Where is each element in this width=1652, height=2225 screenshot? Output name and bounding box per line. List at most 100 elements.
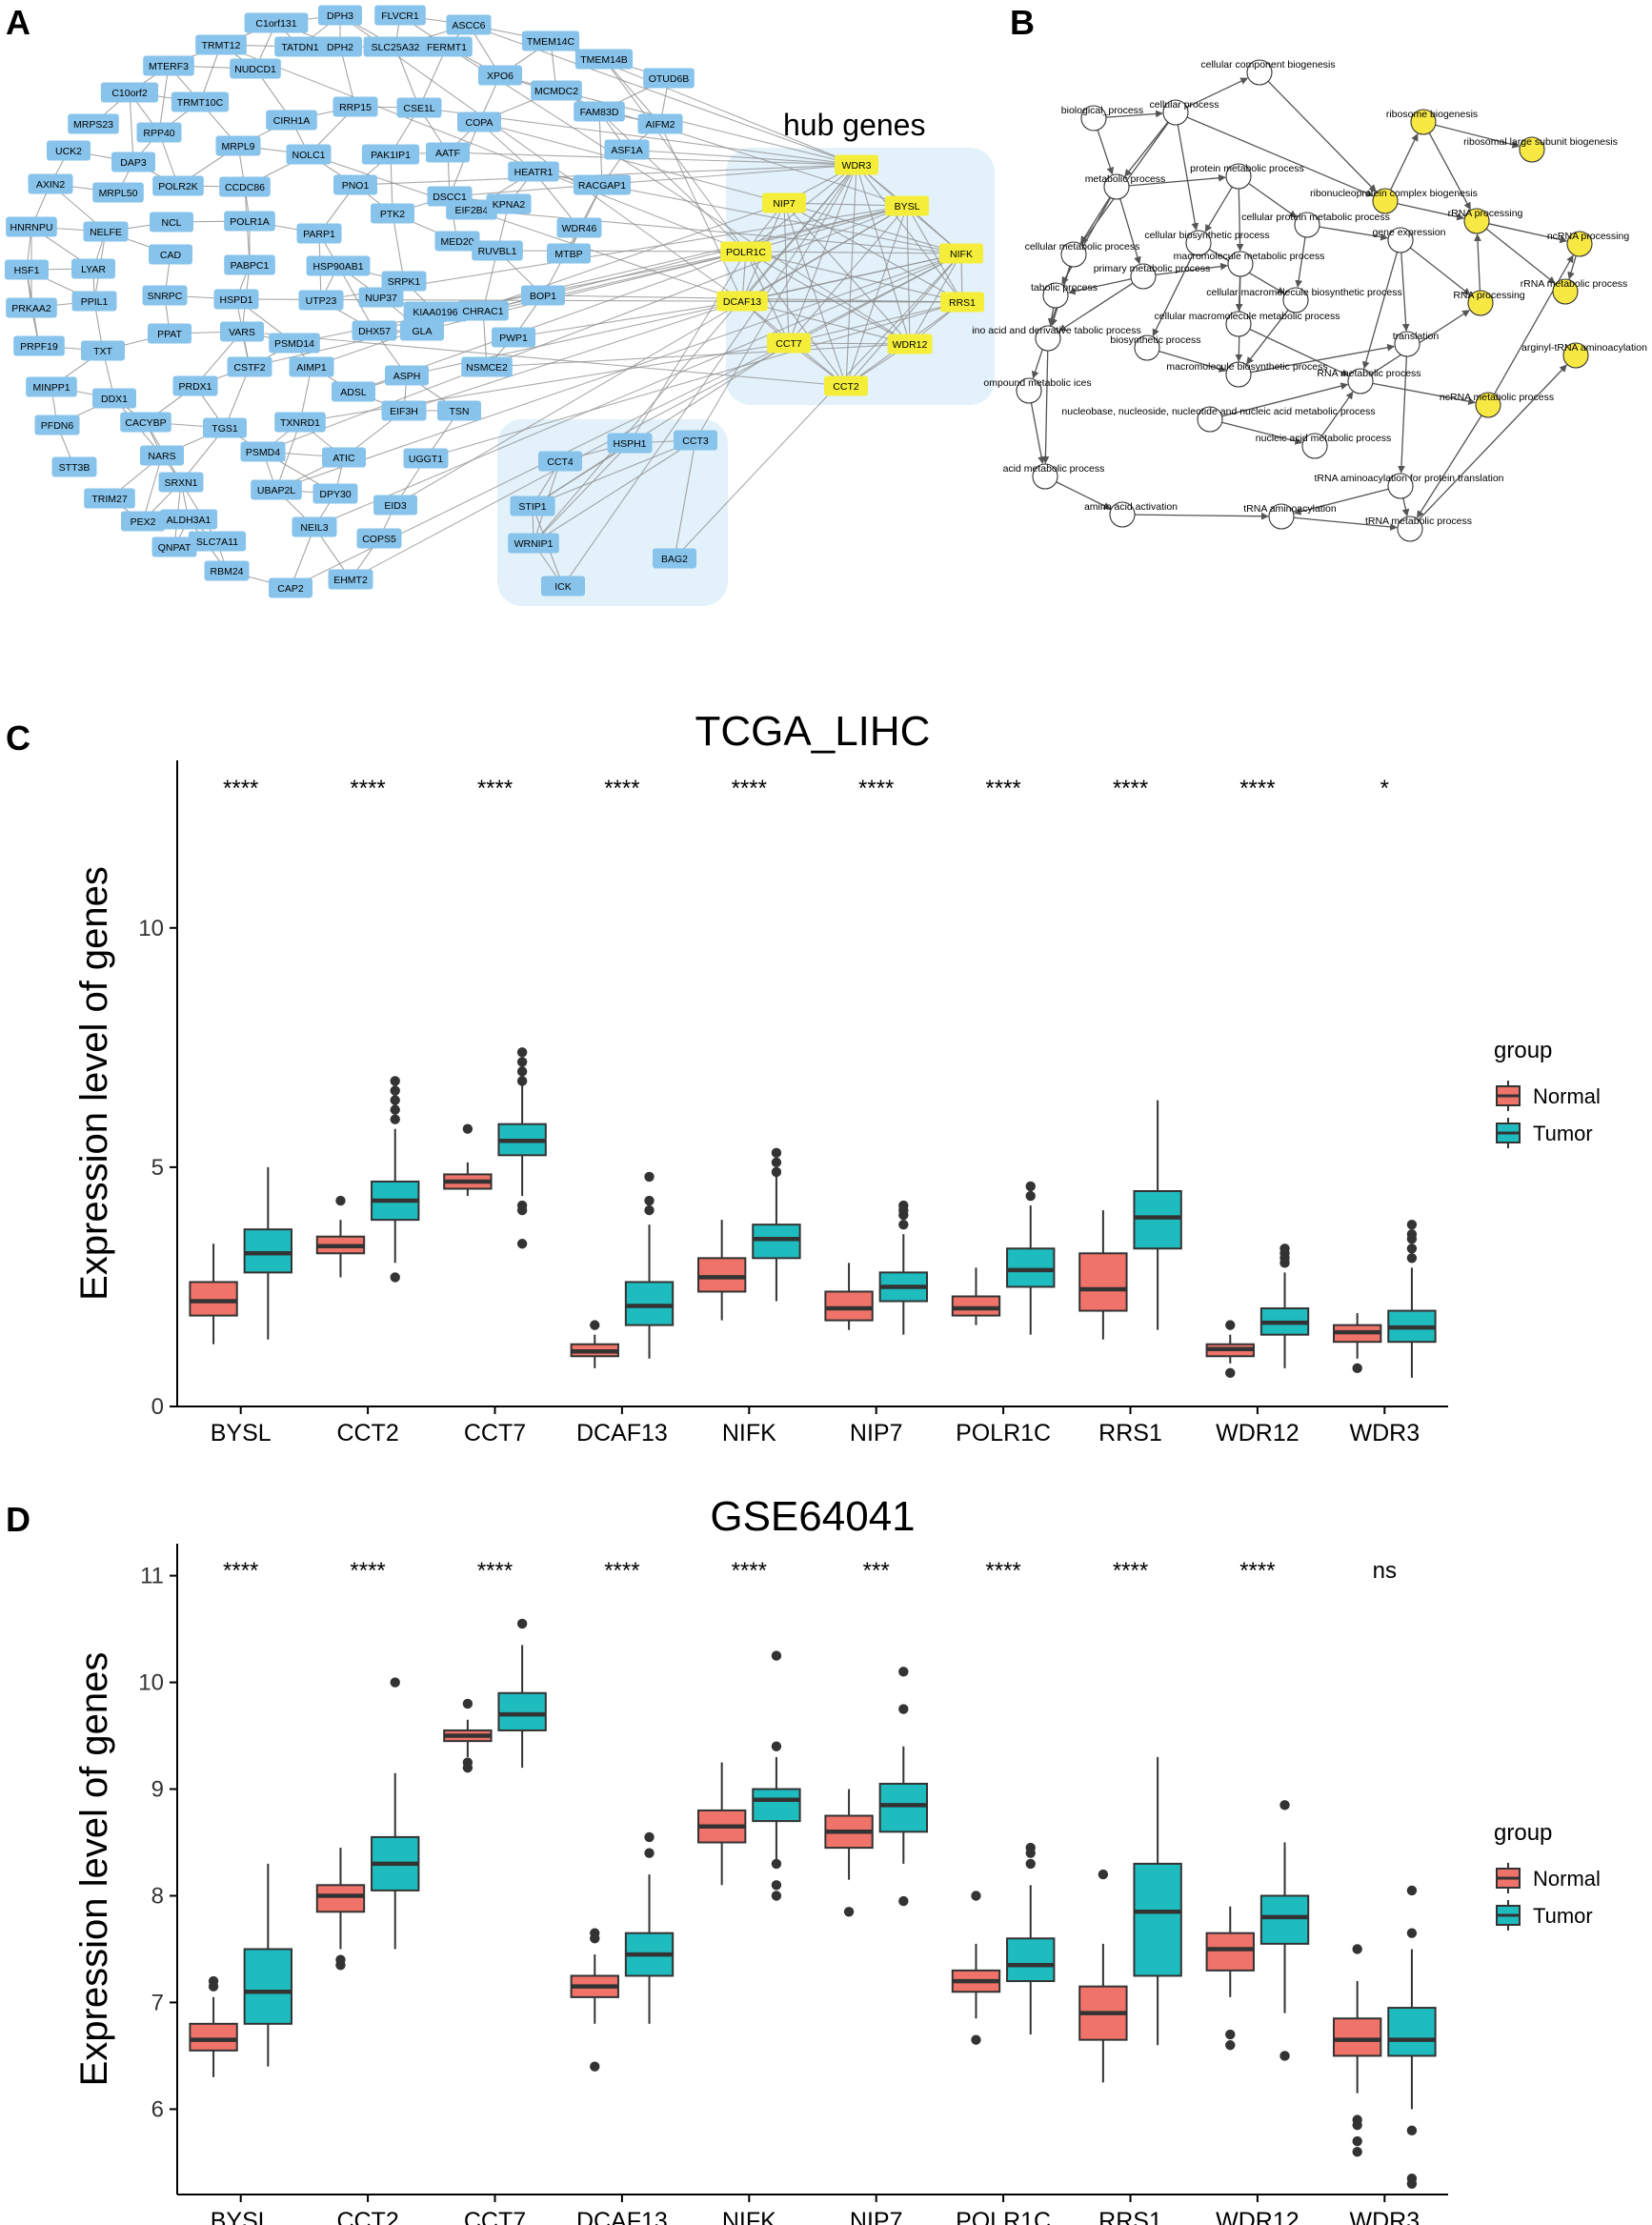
gene-node-box [158,472,204,493]
box-iqr [1133,1190,1182,1250]
gene-node-label: TRMT10C [177,97,224,109]
box-iqr [752,1788,801,1823]
outlier-point [771,1891,782,1901]
go-nodes: cellular component biogenesis biological_… [972,59,1647,542]
go-edge [1186,77,1249,108]
gene-node-label: NIFK [950,249,973,260]
go-term-node: ompound metabolic ices [983,377,1092,404]
gene-node-label: PSMD4 [246,447,280,458]
x-tick-label: NIP7 [850,1420,903,1446]
ppi-edge [337,265,375,332]
go-edge [1293,516,1398,531]
ppi-edge [626,149,857,166]
gene-node-label: DHX57 [358,326,391,337]
outlier-point [1025,1181,1036,1192]
hub-genes-region [726,148,995,405]
go-term-node: rRNA processing [1448,208,1523,234]
go-term-circle [1225,311,1252,337]
ppi-edge [339,14,743,302]
gene-node-box [71,291,117,312]
gene-node: BOP1 [521,285,565,306]
gene-node-label: PSMD14 [274,338,314,350]
gene-node-label: MINPP1 [32,382,70,394]
go-edge [1158,351,1227,373]
ppi-edge [513,300,743,338]
go-term-label: tRNA metabolic process [1365,516,1472,527]
gene-node-box [68,113,119,134]
gene-node-box [195,34,247,55]
gene-node-label: FERMT1 [427,42,467,53]
significance-label: **** [985,776,1020,801]
gene-node: C1orf131 [244,12,309,33]
go-edge [1186,116,1374,197]
ppi-edge [659,123,743,302]
y-tick-label: 7 [151,1990,164,2015]
outlier-point [898,1895,909,1907]
box-iqr [243,1948,293,2025]
gene-node: QNPAT [151,536,197,557]
ppi-edge [425,301,963,459]
ppi-edge [447,152,857,166]
gene-node-box [396,97,442,118]
outlier-point [390,1677,400,1688]
go-term-label: rRNA metabolic process [1521,278,1628,290]
ppi-edge [478,121,785,204]
outlier-point [771,1880,782,1891]
gene-node-box [508,533,559,554]
y-tick-label: 11 [140,1564,164,1589]
ppi-edge [471,209,962,254]
box-wdr12-tumor [1259,1800,1310,2061]
ppi-edge [533,439,696,544]
gene-node-label: ATIC [332,453,355,464]
gene-node: PRPF19 [13,335,65,356]
significance-label: **** [1239,776,1275,801]
outlier-point [971,1891,981,1901]
gene-node-box [885,195,929,216]
x-tick-label: CCT7 [464,1420,526,1446]
gene-node-label: PPIL1 [81,296,109,308]
x-tick-label: NIP7 [850,2208,903,2225]
panel-d-letter: D [6,1500,30,1539]
ppi-edge [741,300,963,303]
go-edge [1079,196,1111,244]
go-term-node: ribonucleoprotein complex biogenesis [1310,188,1478,214]
gene-node: MRPL9 [215,135,261,156]
gene-node-box [457,111,501,132]
go-edge [1061,197,1112,285]
x-tick-label: WDR3 [1349,1420,1420,1446]
gene-node-box [83,221,129,242]
gene-node-box [318,5,362,26]
outlier-point [771,1650,782,1661]
gene-node-box [574,101,625,122]
box-dcaf13-normal [570,1320,619,1368]
ppi-edge [788,301,963,344]
gene-node: TRMT12 [195,34,247,55]
gene-node-label: PABPC1 [231,260,270,272]
go-term-label: primary metabolic process [1094,263,1211,274]
outlier-point [1352,2147,1362,2157]
gene-node-box [446,14,492,35]
significance-label: **** [732,776,767,801]
gene-node-label: KIAA0196 [413,307,457,318]
go-term-node: RNA processing [1453,290,1525,316]
go-edge [1493,254,1574,395]
gene-node: TXT [81,340,125,361]
gene-node-label: ADSL [340,387,367,398]
box-rrs1-normal [1078,1869,1128,2083]
gene-node-label: OTUD6B [649,73,690,85]
go-term-circle [1185,230,1212,256]
gene-node-box [478,65,522,86]
gene-node: LYAR [71,258,115,279]
go-edge [1390,132,1419,191]
gene-node: PPAT [148,323,191,344]
go-edge [1320,391,1354,436]
ppi-edge [446,46,911,345]
gene-node-box [573,174,632,195]
gene-node: ASF1A [604,139,650,160]
gene-node: DSCC1 [427,186,473,207]
gene-node-label: ASCC6 [452,20,485,31]
ppi-edge [486,343,911,368]
significance-label: *** [863,1558,890,1584]
x-tick-label: RRS1 [1098,2208,1162,2225]
box-iqr [1387,2007,1437,2057]
